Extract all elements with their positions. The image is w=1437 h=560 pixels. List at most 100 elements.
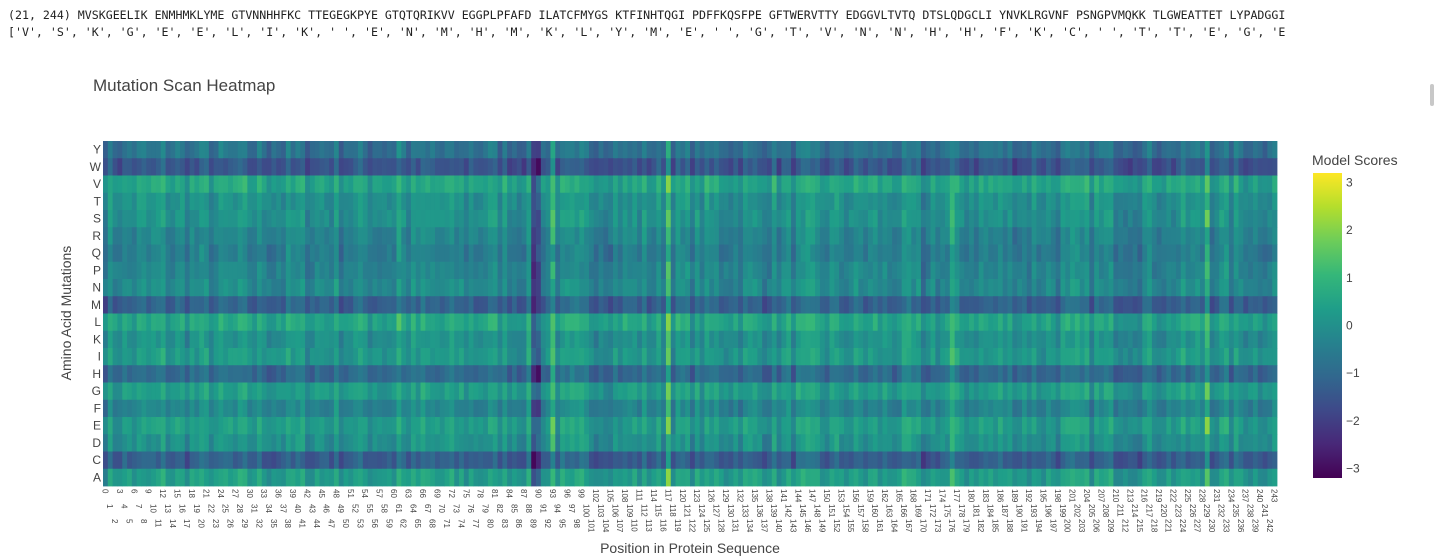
heatmap-cell bbox=[358, 175, 364, 194]
heatmap-cell bbox=[800, 261, 806, 280]
heatmap-cell bbox=[487, 417, 494, 435]
heatmap-cell bbox=[1272, 399, 1278, 418]
heatmap-cell bbox=[396, 227, 402, 245]
heatmap-cell bbox=[247, 244, 253, 263]
heatmap-cell bbox=[281, 175, 287, 194]
heatmap-cell bbox=[425, 348, 431, 366]
heatmap-cell bbox=[151, 451, 157, 470]
heatmap-cell bbox=[463, 227, 470, 245]
heatmap-cell bbox=[882, 399, 888, 418]
heatmap-cell bbox=[165, 244, 171, 263]
heatmap-cell bbox=[199, 365, 205, 383]
heatmap-cell bbox=[728, 210, 734, 228]
heatmap-cell bbox=[290, 175, 296, 194]
heatmap-cell bbox=[281, 296, 287, 314]
heatmap-cell bbox=[160, 261, 166, 280]
heatmap-cell bbox=[545, 468, 551, 487]
heatmap-cell bbox=[978, 330, 984, 349]
heatmap-cell bbox=[401, 417, 407, 435]
heatmap-cell bbox=[199, 141, 205, 159]
heatmap-cell bbox=[459, 210, 465, 228]
heatmap-cell bbox=[1113, 399, 1119, 418]
heatmap-cell bbox=[1175, 192, 1182, 211]
heatmap-cell bbox=[478, 417, 484, 435]
heatmap-cell bbox=[473, 365, 479, 383]
heatmap-cell bbox=[819, 417, 826, 435]
heatmap-cell bbox=[882, 468, 888, 487]
heatmap-cell bbox=[1012, 141, 1018, 159]
heatmap-cell bbox=[584, 192, 590, 211]
heatmap-cell bbox=[1262, 313, 1268, 332]
heatmap-cell bbox=[362, 330, 369, 349]
heatmap-cell bbox=[112, 210, 118, 228]
heatmap-cell bbox=[694, 261, 701, 280]
heatmap-cell bbox=[1185, 434, 1191, 452]
heatmap-cell bbox=[377, 296, 383, 314]
heatmap-cell bbox=[776, 468, 782, 487]
heatmap-cell bbox=[146, 399, 152, 418]
heatmap-cell bbox=[247, 330, 253, 349]
heatmap-cell bbox=[598, 141, 604, 159]
heatmap-cell bbox=[641, 365, 648, 383]
heatmap-cell bbox=[237, 313, 243, 332]
heatmap-cell bbox=[742, 434, 749, 452]
heatmap-cell bbox=[675, 261, 681, 280]
heatmap-cell bbox=[131, 244, 138, 263]
heatmap-cell bbox=[641, 451, 648, 470]
heatmap-cell bbox=[266, 210, 272, 228]
heatmap-cell bbox=[1142, 382, 1148, 401]
heatmap-cell bbox=[261, 399, 267, 418]
heatmap-cell bbox=[1262, 330, 1268, 349]
heatmap-cell bbox=[223, 244, 229, 263]
heatmap-cell bbox=[463, 434, 470, 452]
heatmap-cell bbox=[213, 365, 219, 383]
heatmap-cell bbox=[1209, 434, 1215, 452]
heatmap-cell bbox=[516, 210, 522, 228]
heatmap-cell bbox=[997, 468, 1004, 487]
heatmap-cell bbox=[935, 417, 941, 435]
heatmap-cell bbox=[1065, 365, 1071, 383]
heatmap-cell bbox=[401, 279, 407, 297]
heatmap-cell bbox=[1204, 399, 1211, 418]
x-tick-label: 87 bbox=[519, 489, 528, 498]
heatmap-cell bbox=[651, 175, 657, 194]
heatmap-cell bbox=[704, 210, 710, 228]
heatmap-cell bbox=[454, 296, 460, 314]
heatmap-cell bbox=[810, 158, 816, 176]
heatmap-cell bbox=[136, 210, 142, 228]
heatmap-cell bbox=[117, 417, 123, 435]
heatmap-cell bbox=[420, 468, 426, 487]
heatmap-cell bbox=[997, 192, 1004, 211]
heatmap-cell bbox=[646, 158, 652, 176]
heatmap-cell bbox=[680, 192, 686, 211]
heatmap-cell bbox=[949, 192, 956, 211]
heatmap-cell bbox=[1050, 141, 1057, 159]
heatmap-cell bbox=[1094, 348, 1100, 366]
heatmap-cell bbox=[136, 296, 142, 314]
heatmap-cell bbox=[555, 192, 561, 211]
heatmap-cell bbox=[988, 434, 994, 452]
heatmap-cell bbox=[1171, 227, 1177, 245]
heatmap-cell bbox=[377, 175, 383, 194]
heatmap-cell bbox=[973, 365, 980, 383]
heatmap-cell bbox=[112, 434, 118, 452]
heatmap-cell bbox=[685, 434, 691, 452]
heatmap-cell bbox=[290, 192, 296, 211]
heatmap-cell bbox=[1190, 210, 1196, 228]
heatmap-cell bbox=[786, 158, 792, 176]
heatmap-cell bbox=[1267, 279, 1273, 297]
heatmap-cell bbox=[1050, 261, 1057, 280]
heatmap-cell bbox=[795, 330, 802, 349]
heatmap-cell bbox=[1041, 365, 1047, 383]
heatmap-cell bbox=[1137, 158, 1143, 176]
heatmap-cell bbox=[819, 365, 826, 383]
heatmap-cell bbox=[396, 348, 402, 366]
heatmap-cell bbox=[882, 365, 888, 383]
heatmap-cell bbox=[882, 175, 888, 194]
heatmap-cell bbox=[805, 296, 811, 314]
heatmap-cell bbox=[925, 348, 931, 366]
heatmap-cell bbox=[151, 227, 157, 245]
heatmap-cell bbox=[738, 296, 744, 314]
heatmap-cell bbox=[896, 451, 903, 470]
heatmap-cell bbox=[564, 365, 571, 383]
